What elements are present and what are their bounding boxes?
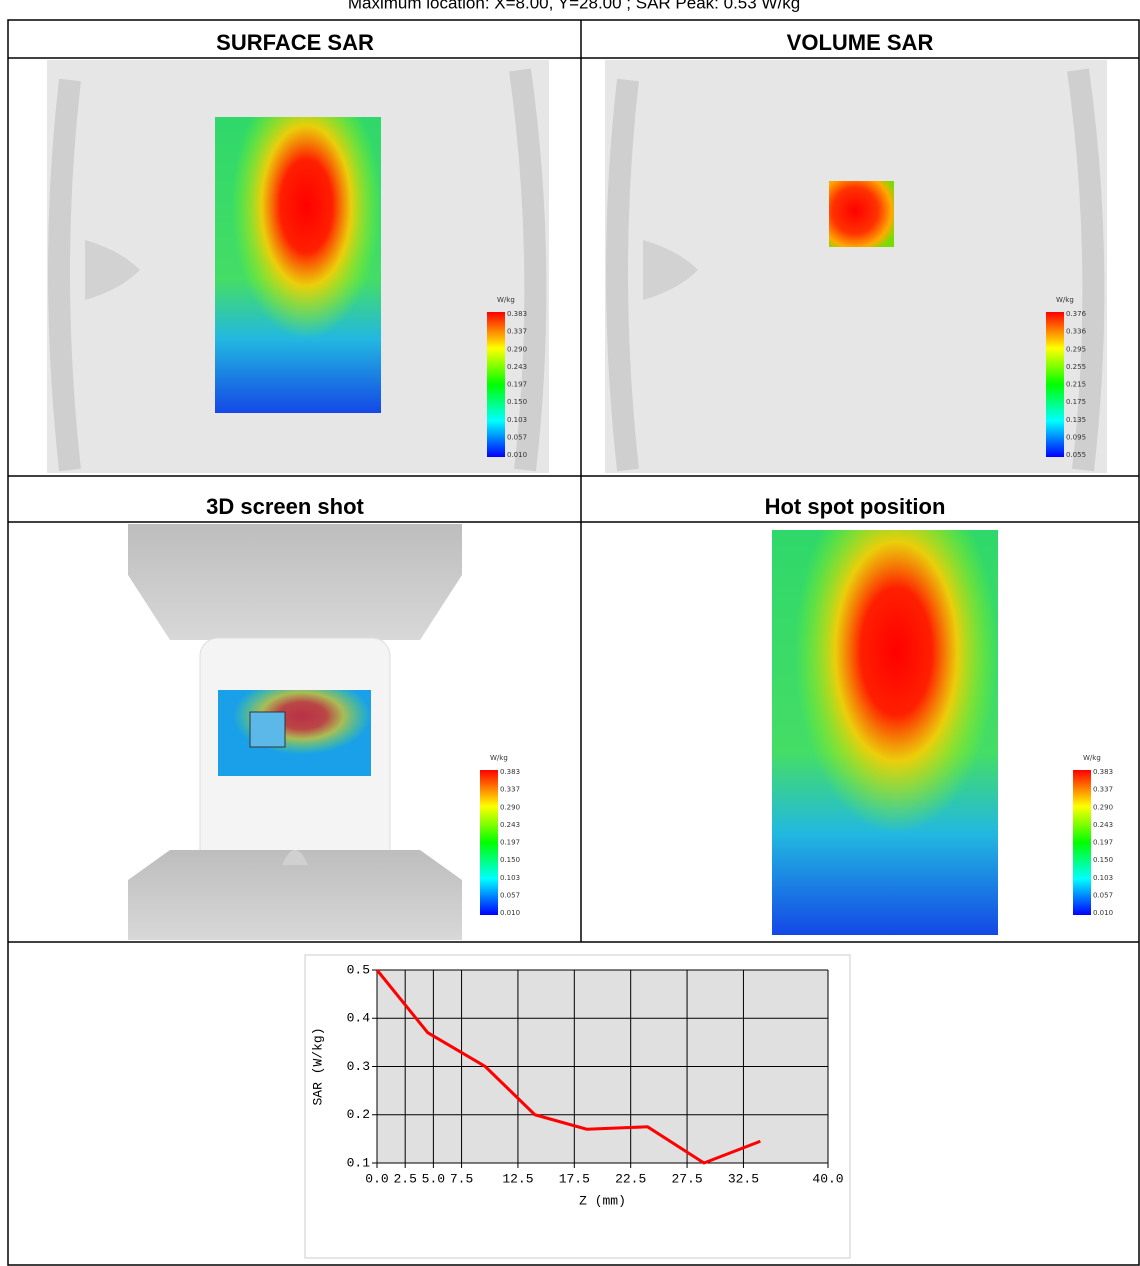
- x-tick-label: 17.5: [559, 1171, 590, 1186]
- hot-spot-image: [772, 530, 998, 935]
- colorbar: [480, 770, 498, 915]
- y-axis-label: SAR (W/kg): [310, 1027, 325, 1105]
- x-tick-label: 7.5: [450, 1171, 473, 1186]
- x-tick-label: 0.0: [365, 1171, 388, 1186]
- colorbar-label: 0.243: [500, 821, 520, 829]
- colorbar-label: 0.197: [1093, 839, 1113, 847]
- data-line: [375, 969, 761, 1165]
- x-tick-label: 2.5: [393, 1171, 416, 1186]
- colorbar-label: 0.010: [500, 909, 520, 917]
- colorbar-label: 0.376: [1066, 310, 1087, 318]
- colorbar-label: 0.010: [1093, 909, 1113, 917]
- x-tick-label: 12.5: [502, 1171, 533, 1186]
- y-tick-label: 0.5: [347, 962, 370, 977]
- colorbar: [1046, 312, 1064, 457]
- y-tick-label: 0.1: [347, 1155, 371, 1170]
- colorbar-label: 0.383: [507, 310, 527, 318]
- colorbar-label: 0.057: [1093, 891, 1113, 899]
- x-axis-label: Z (mm): [579, 1193, 626, 1208]
- panel-title: Hot spot position: [765, 494, 946, 519]
- colorbar-label: 0.290: [500, 803, 520, 811]
- colorbar-label: 0.255: [1066, 363, 1086, 371]
- colorbar-label: 0.055: [1066, 451, 1086, 459]
- colorbar-label: 0.150: [507, 398, 527, 406]
- x-tick-label: 40.0: [812, 1171, 843, 1186]
- 3d-image: [128, 524, 462, 940]
- colorbar-label: 0.243: [507, 363, 527, 371]
- x-tick-label: 32.5: [728, 1171, 759, 1186]
- colorbar-label: 0.337: [500, 786, 520, 794]
- colorbar: [487, 312, 505, 457]
- table: [7, 19, 1140, 1266]
- colorbar-label: 0.103: [1093, 874, 1113, 882]
- colorbar-unit: W/kg: [1083, 754, 1101, 762]
- colorbar-label: 0.215: [1066, 381, 1086, 389]
- colorbar-label: 0.135: [1066, 416, 1086, 424]
- panel-title: SURFACE SAR: [216, 30, 374, 55]
- colorbar-label: 0.057: [500, 891, 520, 899]
- panel-title: VOLUME SAR: [787, 30, 934, 55]
- colorbar-label: 0.337: [507, 328, 527, 336]
- colorbar-label: 0.383: [1093, 768, 1113, 776]
- colorbar-label: 0.197: [500, 839, 520, 847]
- colorbar-label: 0.295: [1066, 345, 1086, 353]
- surface-sar-image: [47, 60, 549, 473]
- colorbar-label: 0.150: [500, 856, 520, 864]
- colorbar-label: 0.095: [1066, 433, 1086, 441]
- x-tick-label: 27.5: [671, 1171, 702, 1186]
- volume-sar-image: [605, 60, 1107, 473]
- colorbar-unit: W/kg: [1056, 296, 1074, 304]
- colorbar-label: 0.175: [1066, 398, 1086, 406]
- colorbar-label: 0.290: [507, 345, 527, 353]
- caption: Maximum location: X=8.00, Y=28.00 ; SAR …: [348, 0, 800, 12]
- panel-title: 3D screen shot: [206, 494, 364, 519]
- colorbar-label: 0.336: [1066, 328, 1087, 336]
- y-tick-label: 0.2: [347, 1107, 370, 1122]
- colorbar: [1073, 770, 1091, 915]
- colorbar-unit: W/kg: [497, 296, 515, 304]
- x-tick-label: 22.5: [615, 1171, 646, 1186]
- colorbar-label: 0.337: [1093, 786, 1113, 794]
- colorbar-label: 0.243: [1093, 821, 1113, 829]
- colorbar-label: 0.290: [1093, 803, 1113, 811]
- colorbar-label: 0.103: [507, 416, 527, 424]
- x-tick-label: 5.0: [422, 1171, 445, 1186]
- y-tick-label: 0.3: [347, 1059, 370, 1074]
- colorbar-label: 0.197: [507, 381, 527, 389]
- colorbar-unit: W/kg: [490, 754, 508, 762]
- colorbar-label: 0.010: [507, 451, 527, 459]
- colorbar-label: 0.103: [500, 874, 520, 882]
- colorbar-label: 0.150: [1093, 856, 1113, 864]
- y-tick-label: 0.4: [347, 1011, 371, 1026]
- colorbar-label: 0.057: [507, 433, 527, 441]
- colorbar-label: 0.383: [500, 768, 520, 776]
